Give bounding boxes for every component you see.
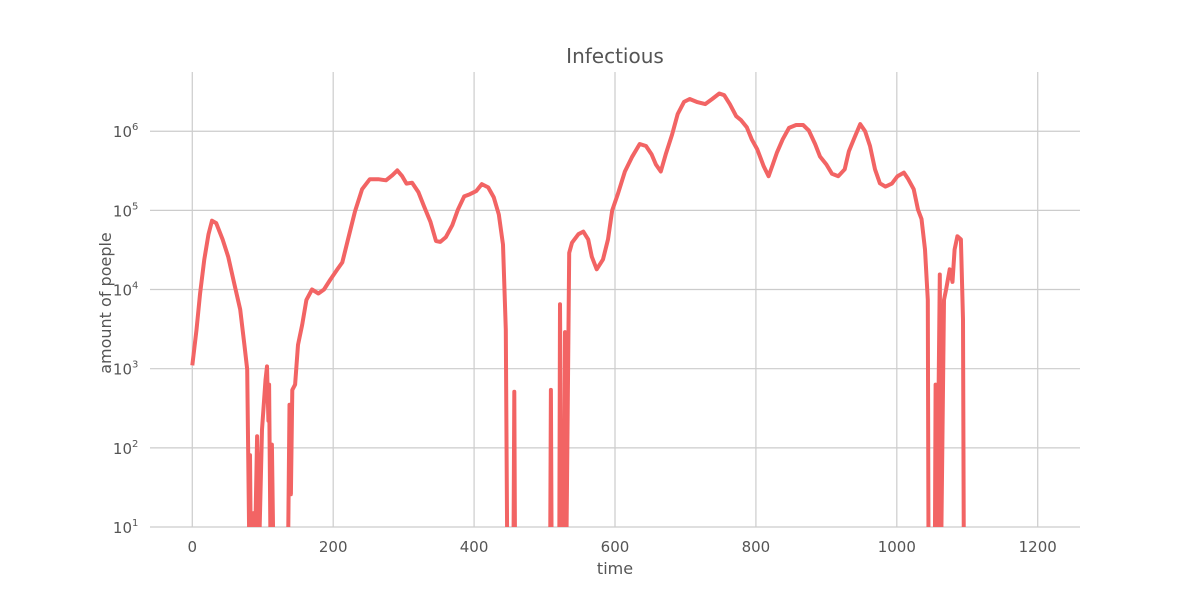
y-axis-label: amount of poeple: [96, 232, 115, 374]
y-tick-label: 103: [113, 360, 138, 379]
grid: [150, 72, 1080, 528]
series-line-infectious: [190, 91, 966, 527]
x-tick-label: 1000: [878, 538, 916, 556]
y-tick-label: 104: [113, 281, 138, 300]
x-tick-label: 1200: [1019, 538, 1057, 556]
y-tick-label: 101: [113, 518, 138, 537]
chart-title: Infectious: [566, 44, 664, 68]
y-tick-label: 106: [113, 122, 138, 141]
y-tick-label: 102: [113, 439, 138, 458]
x-tick-label: 0: [187, 538, 197, 556]
x-axis-ticks: 0 200 400 600 800 1000 1200: [187, 538, 1056, 556]
x-tick-label: 600: [601, 538, 630, 556]
x-tick-label: 200: [319, 538, 348, 556]
y-axis-ticks: 101 102 103 104 105 106: [113, 122, 138, 537]
x-axis-label: time: [597, 559, 633, 578]
y-tick-label: 105: [113, 201, 138, 220]
x-tick-label: 800: [742, 538, 771, 556]
x-tick-label: 400: [460, 538, 489, 556]
plot-area: [190, 91, 966, 527]
